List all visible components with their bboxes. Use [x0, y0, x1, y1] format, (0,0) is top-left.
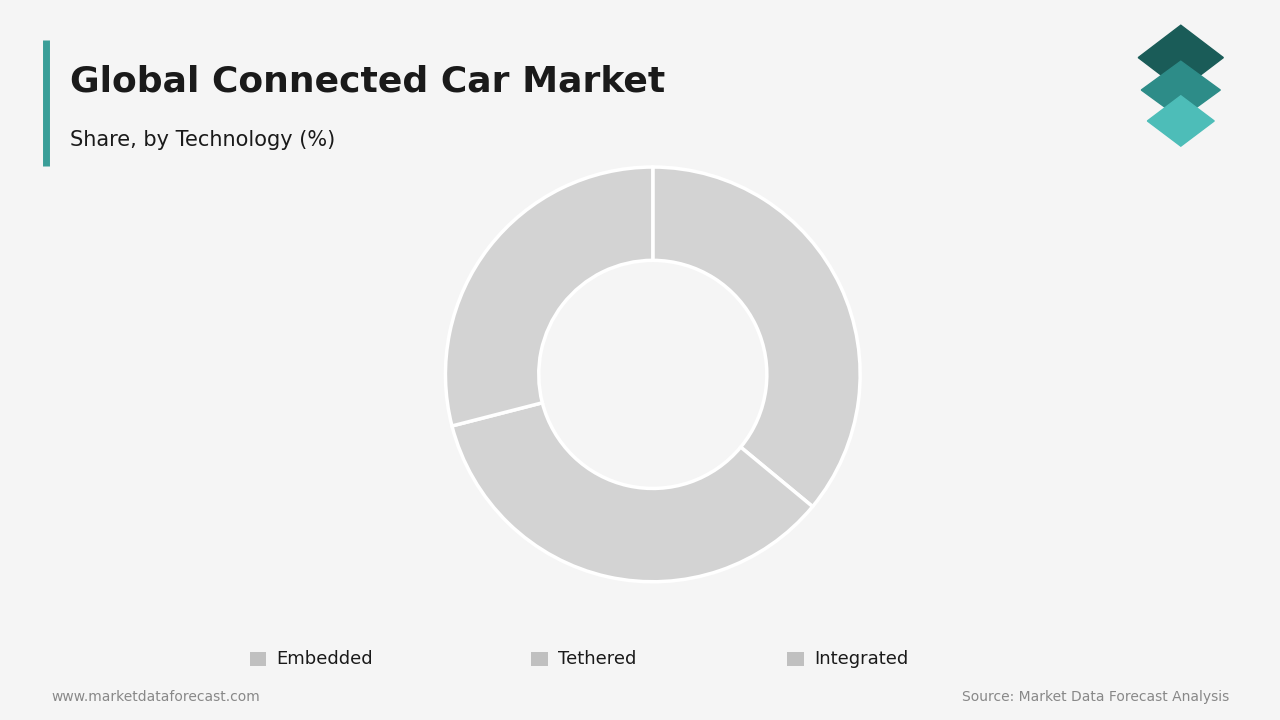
Wedge shape [452, 402, 813, 582]
Polygon shape [1142, 61, 1220, 119]
Wedge shape [445, 167, 653, 426]
Text: Tethered: Tethered [558, 649, 636, 668]
Text: Global Connected Car Market: Global Connected Car Market [70, 65, 666, 99]
Text: Integrated: Integrated [814, 649, 909, 668]
Polygon shape [1138, 25, 1224, 90]
Wedge shape [653, 167, 860, 507]
Text: Source: Market Data Forecast Analysis: Source: Market Data Forecast Analysis [961, 690, 1229, 704]
Text: Share, by Technology (%): Share, by Technology (%) [70, 130, 335, 150]
Text: www.marketdataforecast.com: www.marketdataforecast.com [51, 690, 260, 704]
Polygon shape [1147, 96, 1215, 146]
Text: Embedded: Embedded [276, 649, 372, 668]
